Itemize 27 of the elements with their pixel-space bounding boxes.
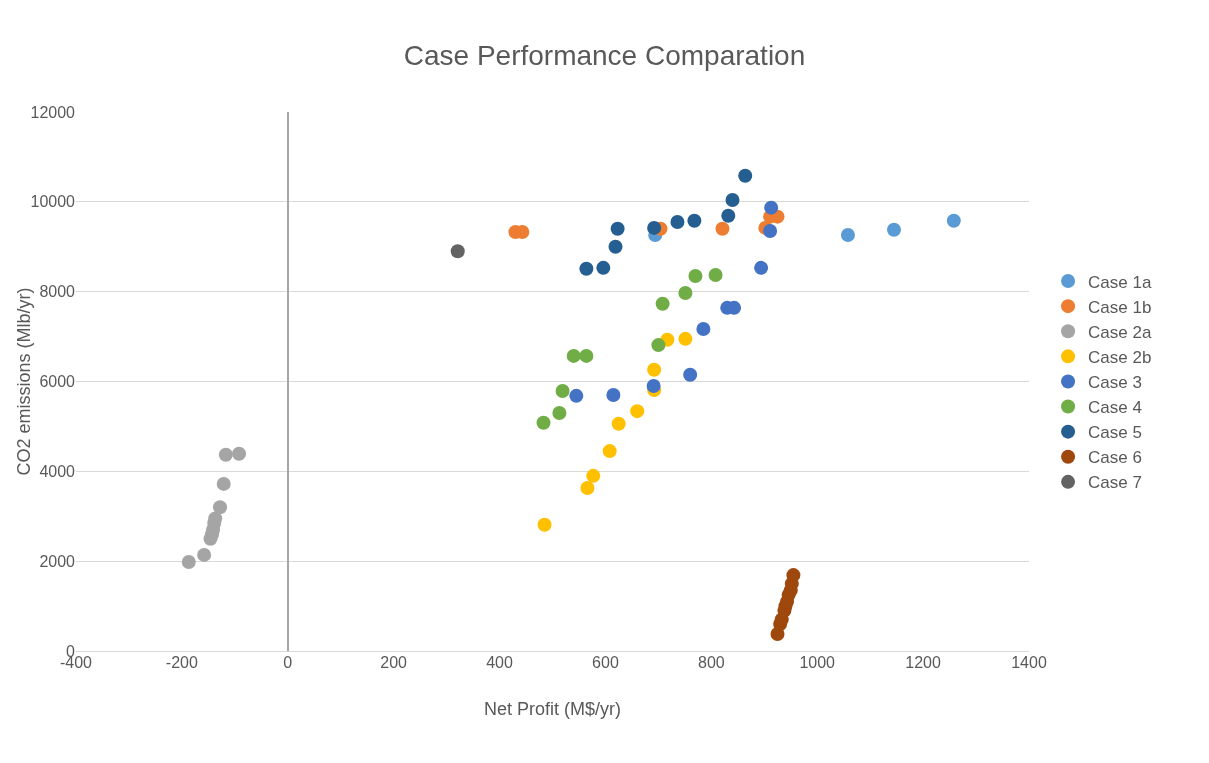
y-tick-label: 2000	[39, 552, 76, 570]
x-tick-label: 1200	[905, 654, 942, 671]
y-tick-label: 8000	[39, 283, 76, 301]
legend-label: Case 2a	[1088, 322, 1152, 342]
y-axis-title: CO2 emissions (Mlb/yr)	[14, 287, 34, 476]
x-axis-title: Net Profit (M$/yr)	[483, 699, 622, 719]
x-tick-label: 800	[697, 654, 725, 671]
chart-title: Case Performance Comparation	[403, 40, 806, 72]
x-tick-label: 1400	[1011, 654, 1047, 671]
y-tick-label: 4000	[39, 462, 76, 480]
legend-label: Case 1b	[1088, 297, 1152, 317]
x-tick-label: 0	[283, 654, 293, 671]
y-tick-label: 6000	[39, 373, 76, 391]
legend-label: Case 4	[1088, 398, 1142, 418]
x-tick-label: 600	[592, 654, 619, 671]
legend-label: Case 5	[1088, 423, 1142, 443]
legend-label: Case 6	[1088, 448, 1142, 468]
x-tick-label: 200	[380, 654, 408, 671]
y-tick-label: 10000	[30, 193, 76, 211]
x-tick-label: -200	[165, 654, 198, 671]
legend-label: Case 2b	[1088, 347, 1152, 367]
legend-label: Case 7	[1088, 473, 1142, 493]
legend-label: Case 3	[1088, 373, 1142, 393]
y-tick-label: 12000	[30, 103, 76, 121]
legend-label: Case 1a	[1088, 272, 1152, 292]
x-tick-label: 1000	[799, 654, 836, 671]
x-tick-label: 400	[486, 654, 514, 671]
